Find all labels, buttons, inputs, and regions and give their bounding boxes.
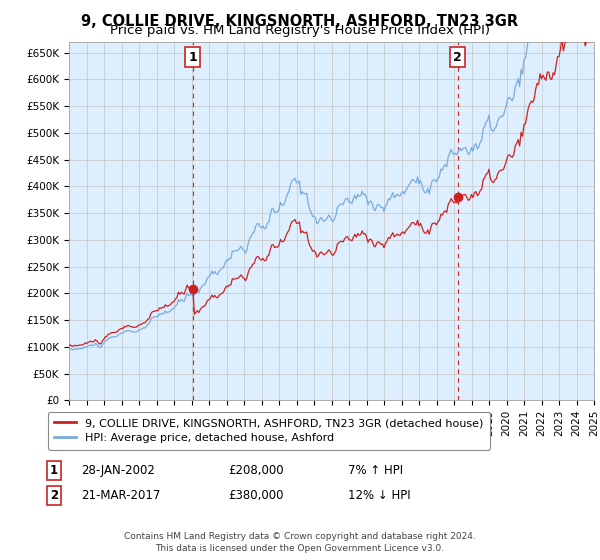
- Text: 1: 1: [188, 50, 197, 63]
- Text: 1: 1: [50, 464, 58, 477]
- Text: 9, COLLIE DRIVE, KINGSNORTH, ASHFORD, TN23 3GR: 9, COLLIE DRIVE, KINGSNORTH, ASHFORD, TN…: [82, 14, 518, 29]
- Text: 21-MAR-2017: 21-MAR-2017: [81, 489, 160, 502]
- Text: £208,000: £208,000: [228, 464, 284, 477]
- Text: 12% ↓ HPI: 12% ↓ HPI: [348, 489, 410, 502]
- Text: Price paid vs. HM Land Registry's House Price Index (HPI): Price paid vs. HM Land Registry's House …: [110, 24, 490, 36]
- Text: £380,000: £380,000: [228, 489, 284, 502]
- Text: 2: 2: [454, 50, 462, 63]
- Text: 7% ↑ HPI: 7% ↑ HPI: [348, 464, 403, 477]
- Text: 2: 2: [50, 489, 58, 502]
- Legend: 9, COLLIE DRIVE, KINGSNORTH, ASHFORD, TN23 3GR (detached house), HPI: Average pr: 9, COLLIE DRIVE, KINGSNORTH, ASHFORD, TN…: [47, 412, 490, 450]
- Text: 28-JAN-2002: 28-JAN-2002: [81, 464, 155, 477]
- Text: Contains HM Land Registry data © Crown copyright and database right 2024.
This d: Contains HM Land Registry data © Crown c…: [124, 533, 476, 553]
